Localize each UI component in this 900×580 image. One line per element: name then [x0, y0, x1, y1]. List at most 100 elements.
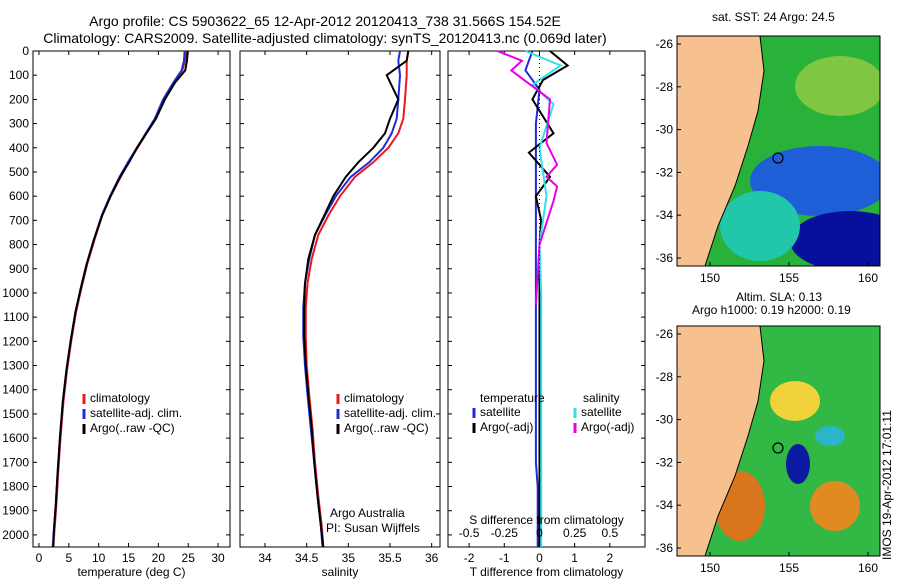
low-patch-2 — [815, 426, 845, 446]
deep-cool-patch — [790, 211, 880, 266]
y-tick-label: 1300 — [2, 359, 29, 373]
lat-tick-label: -36 — [656, 541, 674, 555]
x2-tick-label: 0.5 — [601, 526, 618, 540]
y-tick-label: 400 — [9, 141, 29, 155]
teal-patch — [720, 191, 800, 261]
diff-legend-sal-head: salinity — [583, 391, 620, 405]
diff-legend-temp-label: satellite — [480, 405, 521, 419]
y-tick-label: 700 — [9, 213, 29, 227]
lat-tick-label: -26 — [656, 327, 674, 341]
x2-tick-label: 0 — [536, 526, 543, 540]
high-patch — [770, 381, 820, 421]
lat-tick-label: -28 — [656, 370, 674, 384]
y-tick-label: 200 — [9, 92, 29, 106]
y-tick-label: 600 — [9, 189, 29, 203]
series-line — [525, 50, 563, 547]
y-tick-label: 1700 — [2, 455, 29, 469]
lon-tick-label: 160 — [858, 561, 878, 575]
x-tick-label: 10 — [92, 551, 106, 565]
y-tick-label: 1600 — [2, 431, 29, 445]
y-tick-label: 0 — [22, 44, 29, 58]
x-tick-label: 25 — [182, 551, 196, 565]
high-patch-3 — [810, 481, 860, 531]
lon-tick-label: 155 — [779, 561, 799, 575]
warm-patch — [795, 56, 880, 116]
axes-box-0 — [32, 50, 231, 548]
imos-timestamp: IMOS 19-Apr-2012 17:01:11 — [880, 410, 894, 560]
x-tick-label: 20 — [152, 551, 166, 565]
figure-title-line2: Climatology: CARS2009. Satellite-adjuste… — [43, 30, 607, 46]
x2-tick-label: 0.25 — [563, 526, 587, 540]
y-tick-label: 1000 — [2, 286, 29, 300]
diff-legend-sal-label: satellite — [581, 405, 622, 419]
x-tick-label: -2 — [464, 551, 475, 565]
lat-tick-label: -34 — [656, 208, 674, 222]
x-tick-label: 35.5 — [378, 551, 402, 565]
salinity-annotation-2: PI: Susan Wijffels — [326, 521, 420, 535]
lat-tick-label: -30 — [656, 413, 674, 427]
series-line — [524, 50, 541, 547]
y-tick-label: 900 — [9, 262, 29, 276]
land — [677, 326, 765, 556]
map-frame — [676, 325, 881, 557]
diff-legend-temp-head: temperature — [480, 391, 545, 405]
y-tick-label: 800 — [9, 238, 29, 252]
sst-map-title: sat. SST: 24 Argo: 24.5 — [712, 10, 835, 24]
sla-map-title1: Altim. SLA: 0.13 — [736, 290, 823, 304]
y-tick-label: 500 — [9, 165, 29, 179]
argo-position-marker — [772, 152, 784, 164]
y-tick-label: 1200 — [2, 334, 29, 348]
sst-map — [677, 36, 880, 266]
x-tick-label: 2 — [606, 551, 613, 565]
x-tick-label: 15 — [122, 551, 136, 565]
lon-tick-label: 150 — [700, 271, 720, 285]
y-tick-label: 100 — [9, 68, 29, 82]
x2-tick-label: -0.5 — [459, 526, 480, 540]
x-tick-label: 30 — [211, 551, 225, 565]
y-tick-label: 1500 — [2, 407, 29, 421]
x-tick-label: 5 — [65, 551, 72, 565]
temp-legend-label: climatology — [90, 391, 150, 405]
lat-tick-label: -26 — [656, 37, 674, 51]
diff-legend-temp-label: Argo(-adj) — [480, 420, 533, 434]
axes-box-1 — [239, 50, 441, 548]
lon-tick-label: 160 — [858, 271, 878, 285]
lon-tick-label: 155 — [779, 271, 799, 285]
y-tick-label: 1400 — [2, 383, 29, 397]
sal-legend-label: Argo(..raw -QC) — [344, 421, 429, 435]
diff-legend-sal-label: Argo(-adj) — [581, 420, 634, 434]
lat-tick-label: -32 — [656, 165, 674, 179]
x-axis-label: temperature (deg C) — [77, 565, 185, 579]
x-tick-label: 1 — [571, 551, 578, 565]
lon-tick-label: 150 — [700, 561, 720, 575]
series-line — [52, 50, 189, 548]
map-frame — [676, 35, 881, 267]
series-line — [303, 50, 410, 548]
x-axis-label: T difference from climatology — [470, 565, 624, 579]
x-tick-label: -1 — [499, 551, 510, 565]
x-tick-label: 0 — [536, 551, 543, 565]
argo-position-marker — [772, 442, 784, 454]
figure-title-line1: Argo profile: CS 5903622_65 12-Apr-2012 … — [89, 13, 561, 29]
lat-tick-label: -34 — [656, 498, 674, 512]
x-tick-label: 34 — [258, 551, 272, 565]
y-tick-label: 1100 — [3, 310, 29, 324]
sla-map — [677, 326, 880, 556]
lat-tick-label: -32 — [656, 455, 674, 469]
low-patch — [786, 444, 810, 484]
salinity-annotation-1: Argo Australia — [330, 506, 405, 520]
lat-tick-label: -30 — [656, 123, 674, 137]
y-tick-label: 1800 — [2, 480, 29, 494]
sla-map-title2: Argo h1000: 0.19 h2000: 0.19 — [692, 303, 851, 317]
temp-legend-label: Argo(..raw -QC) — [90, 421, 175, 435]
x-axis-label: salinity — [322, 565, 359, 579]
x-tick-label: 36 — [425, 551, 439, 565]
sal-legend-label: climatology — [344, 391, 404, 405]
land — [677, 36, 765, 266]
secondary-axis-label: S difference from climatology — [469, 513, 624, 527]
series-line — [496, 50, 559, 306]
lat-tick-label: -36 — [656, 251, 674, 265]
y-tick-label: 300 — [9, 117, 29, 131]
y-tick-label: 1900 — [2, 504, 29, 518]
